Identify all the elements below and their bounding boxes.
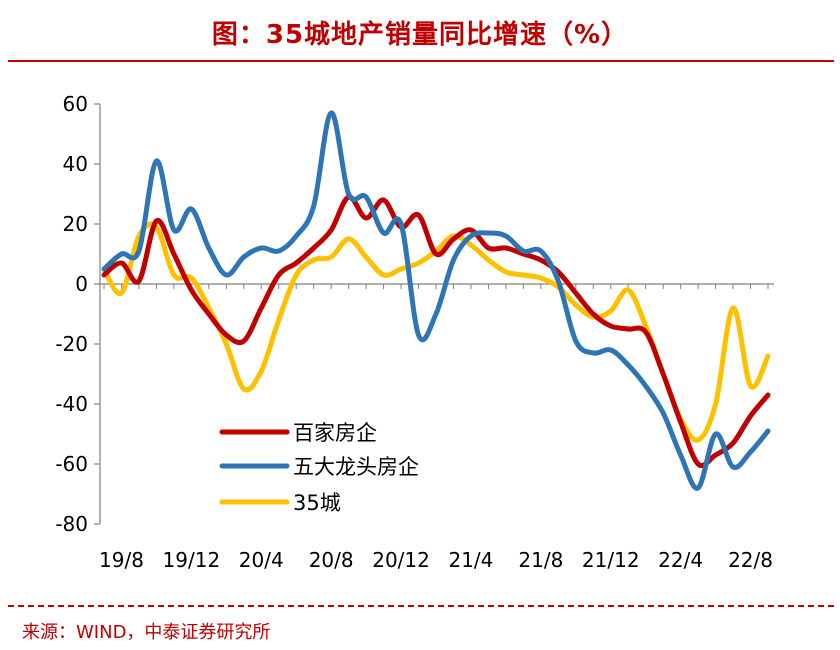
y-tick-label: -80: [55, 512, 88, 536]
x-tick-label: 20/8: [309, 548, 354, 572]
y-tick-label: 60: [63, 92, 88, 116]
chart-title: 图：35城地产销量同比增速（%）: [211, 20, 629, 50]
x-tick-label: 21/4: [448, 548, 493, 572]
legend-label: 35城: [293, 491, 341, 515]
legend-label: 百家房企: [293, 421, 377, 445]
x-tick-label: 21/8: [518, 548, 563, 572]
y-tick-label: -20: [55, 332, 88, 356]
footer-divider: [8, 605, 834, 607]
chart-axes: 60 40 20 0 -20 -40 -60 -80 19/8 19/12 20/4 20/8 20/1…: [55, 92, 774, 572]
x-tick-label: 19/8: [99, 548, 144, 572]
series-line: [101, 110, 771, 491]
line-chart: 60 40 20 0 -20 -40 -60 -80 19/8 19/12 20/4 20/8 20/1…: [55, 92, 774, 572]
x-tick-label: 19/12: [163, 548, 221, 572]
y-tick-label: -40: [55, 392, 88, 416]
series-layer: [101, 110, 771, 491]
title-divider: [8, 60, 834, 62]
x-tick-label: 20/12: [372, 548, 430, 572]
legend-label: 五大龙头房企: [293, 455, 419, 479]
y-tick-label: -60: [55, 452, 88, 476]
source-note: 来源：WIND，中泰证券研究所: [22, 622, 271, 643]
series-line: [101, 194, 771, 468]
y-tick-label: 0: [75, 272, 88, 296]
x-tick-label: 20/4: [239, 548, 284, 572]
y-tick-label: 40: [63, 152, 88, 176]
x-tick-label: 22/4: [658, 548, 703, 572]
y-tick-label: 20: [63, 212, 88, 236]
x-tick-label: 21/12: [582, 548, 640, 572]
x-tick-label: 22/8: [728, 548, 773, 572]
